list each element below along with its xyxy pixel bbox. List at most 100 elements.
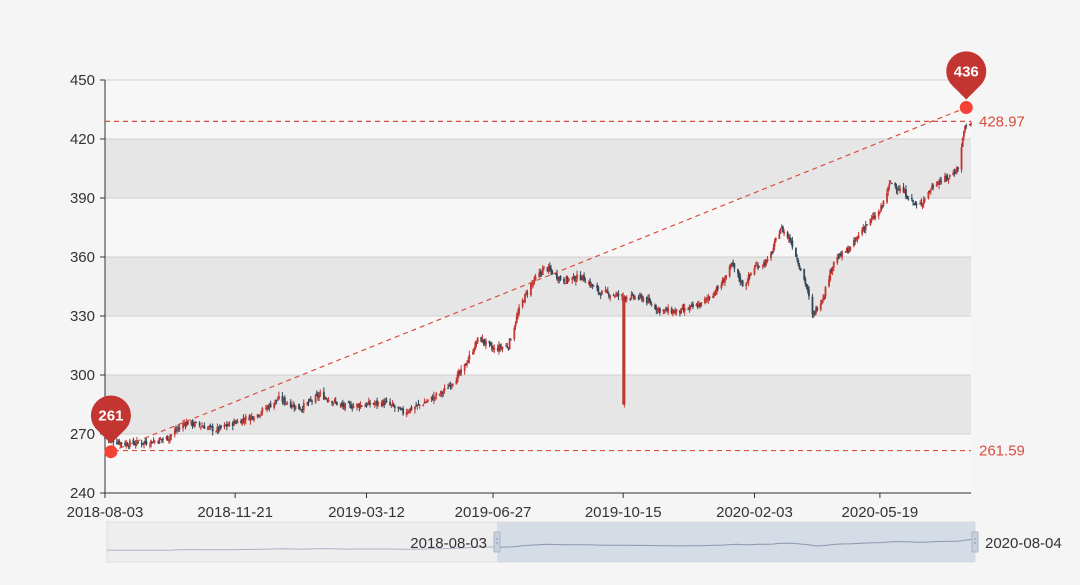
candle	[382, 399, 384, 407]
candle	[335, 401, 338, 406]
candle-body	[293, 405, 296, 409]
candle	[126, 441, 129, 447]
candle	[567, 278, 570, 283]
candle-body	[474, 342, 477, 350]
mark-point-dot	[104, 445, 118, 459]
candle-body	[848, 249, 851, 253]
candle	[194, 420, 196, 429]
candle-body	[466, 363, 468, 365]
candle	[447, 383, 449, 389]
candle	[240, 418, 242, 424]
candle-body	[692, 304, 694, 307]
data-zoom-slider[interactable]: 2018-08-03 2020-08-04	[106, 521, 1062, 563]
candle-body	[405, 412, 408, 416]
candle	[282, 396, 285, 406]
candle-body	[318, 395, 321, 398]
x-tick-label: 2019-03-12	[328, 504, 405, 521]
candle-body	[274, 399, 277, 404]
candle	[629, 298, 632, 302]
candle-body	[416, 404, 419, 406]
candle	[895, 183, 898, 194]
candle-body	[500, 347, 503, 350]
candle	[455, 377, 458, 385]
candle-body	[410, 406, 413, 410]
candle	[647, 294, 649, 304]
candle	[366, 402, 369, 406]
candle-body	[463, 364, 466, 371]
candle-body	[493, 347, 496, 350]
candle-body	[326, 399, 329, 401]
candle	[516, 308, 519, 320]
candle	[865, 223, 868, 226]
candle-body	[965, 125, 968, 127]
candle-body	[804, 278, 807, 285]
candle	[463, 363, 466, 375]
candle-body	[650, 303, 653, 306]
candle	[198, 421, 201, 428]
candle	[157, 440, 160, 445]
candle	[492, 345, 494, 353]
zoom-handle[interactable]	[493, 531, 501, 553]
candle-body	[498, 345, 500, 352]
candle	[920, 198, 923, 207]
candle-body	[443, 387, 446, 391]
candle	[663, 309, 666, 314]
candle-body	[547, 266, 550, 271]
candle	[480, 336, 483, 343]
candle-body	[539, 272, 542, 274]
candle	[202, 425, 205, 428]
candle	[547, 263, 550, 274]
candle	[341, 399, 344, 410]
candle	[372, 402, 375, 406]
candle-body	[667, 307, 670, 313]
candle	[932, 183, 935, 191]
split-band	[105, 434, 971, 493]
candle-body	[459, 370, 461, 374]
y-axis: 240 270 300 330 360 390 420 450	[70, 72, 106, 502]
x-tick-label: 2020-05-19	[842, 504, 919, 521]
candle	[369, 399, 371, 408]
candle	[151, 441, 154, 444]
candle	[160, 438, 163, 443]
candle	[306, 401, 309, 407]
candle-body	[175, 429, 177, 431]
candle-body	[173, 430, 176, 435]
candle-body	[267, 406, 270, 409]
candle-body	[516, 313, 519, 318]
candle-body	[938, 181, 940, 185]
candle	[722, 277, 725, 283]
candle-body	[670, 308, 673, 314]
candle	[384, 397, 387, 405]
candle	[856, 235, 859, 243]
candle-body	[119, 442, 122, 445]
candle-body	[526, 293, 529, 295]
candle-body	[286, 403, 289, 405]
candle	[631, 292, 634, 296]
candle-body	[508, 338, 511, 350]
split-band	[105, 80, 971, 139]
candle-body	[282, 398, 285, 402]
candle-body	[152, 440, 155, 443]
candle-body	[828, 279, 830, 287]
candle-body	[774, 237, 777, 241]
candle-body	[325, 398, 328, 400]
candle	[671, 308, 674, 317]
candle	[460, 365, 463, 377]
candle-body	[488, 340, 491, 344]
zoom-handle[interactable]	[971, 531, 979, 553]
candle	[961, 136, 964, 148]
candle-body	[630, 294, 633, 299]
candle-body	[682, 307, 685, 311]
candle-body	[457, 371, 460, 375]
candle	[712, 293, 714, 299]
candle-body	[559, 276, 562, 280]
candle-body	[606, 290, 609, 293]
split-band	[105, 257, 971, 316]
candle-body	[899, 188, 901, 192]
candle-body	[140, 442, 143, 445]
candle-body	[331, 401, 334, 404]
candle	[877, 209, 880, 220]
candle-body	[621, 294, 623, 297]
candle	[700, 301, 703, 308]
